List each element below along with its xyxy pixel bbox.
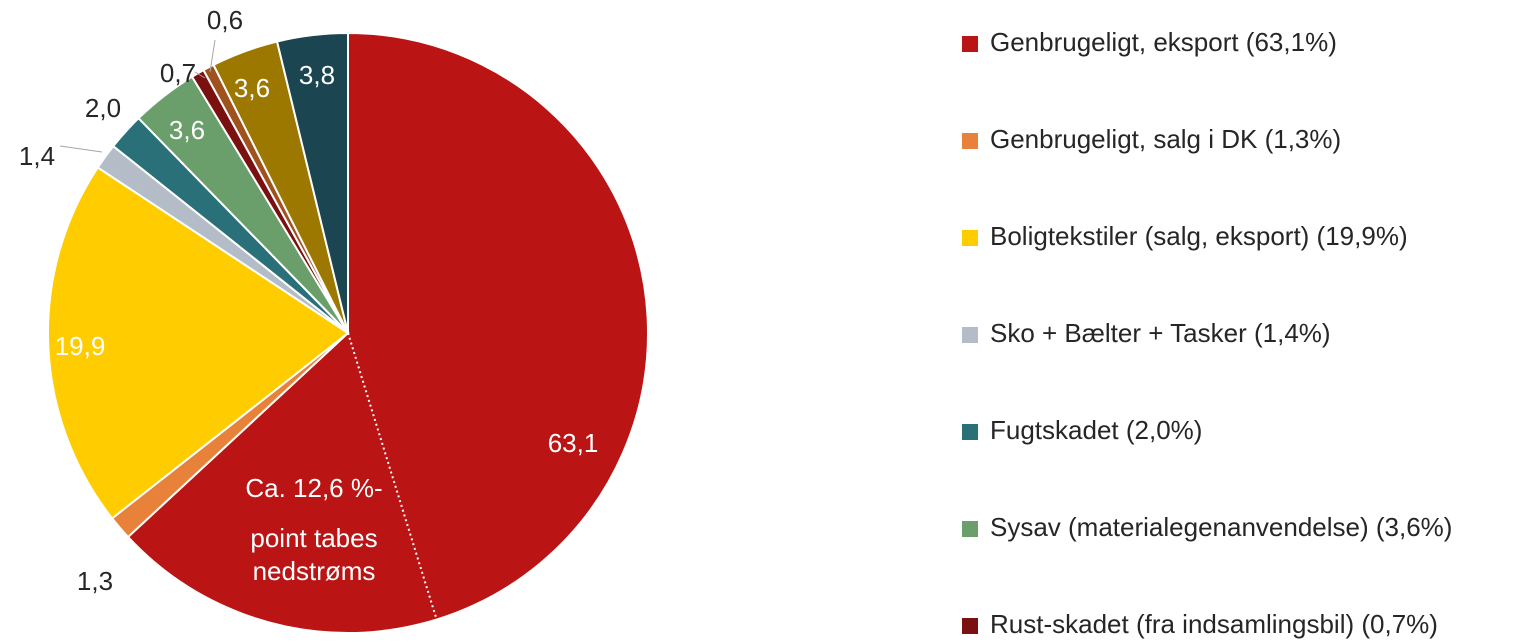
- data-label: 1,3: [77, 566, 113, 596]
- data-label: 3,6: [169, 115, 205, 145]
- legend-label: Fugtskadet (2,0%): [990, 415, 1202, 445]
- legend-swatch: [962, 36, 978, 52]
- legend-swatch: [962, 327, 978, 343]
- split-line: [347, 332, 444, 641]
- annotation: point tabes: [250, 523, 377, 553]
- legend-label: Sysav (materialegenanvendelse) (3,6%): [990, 512, 1452, 542]
- data-label: 3,8: [299, 60, 335, 90]
- data-label: 63,1: [548, 428, 599, 458]
- slice: [126, 31, 649, 634]
- data-label: 2,0: [85, 93, 121, 123]
- legend-label: Genbrugeligt, eksport (63,1%): [990, 27, 1337, 57]
- legend-swatch: [962, 521, 978, 537]
- legend-label: Rust-skadet (fra indsamlingsbil) (0,7%): [990, 609, 1438, 639]
- legend-swatch: [962, 618, 978, 634]
- legend-label: Genbrugeligt, salg i DK (1,3%): [990, 124, 1341, 154]
- legend-label: Boligtekstiler (salg, eksport) (19,9%): [990, 221, 1408, 251]
- slice: [47, 166, 350, 520]
- data-label: 1,4: [19, 141, 55, 171]
- legend: Genbrugeligt, eksport (63,1%) Genbrugelig…: [962, 27, 1452, 639]
- legend-swatch: [962, 133, 978, 149]
- annotation: Ca. 12,6 %-: [245, 473, 382, 503]
- data-label: 3,6: [234, 73, 270, 103]
- leader-line: [59, 145, 103, 153]
- data-label: 19,9: [55, 331, 106, 361]
- slice: [275, 31, 349, 334]
- data-label: 0,7: [160, 58, 196, 88]
- leader-line: [194, 71, 206, 79]
- legend-swatch: [962, 424, 978, 440]
- legend-label: Sko + Bælter + Tasker (1,4%): [990, 318, 1331, 348]
- legend-swatch: [962, 230, 978, 246]
- annotation: nedstrøms: [253, 556, 376, 586]
- data-label: 0,6: [207, 5, 243, 35]
- leader-line: [209, 39, 216, 73]
- labels: 63,1 1,3 19,9 1,4 2,0 3,6 0,7 0,6 3,6 3,8: [19, 5, 598, 596]
- pie: [47, 31, 649, 634]
